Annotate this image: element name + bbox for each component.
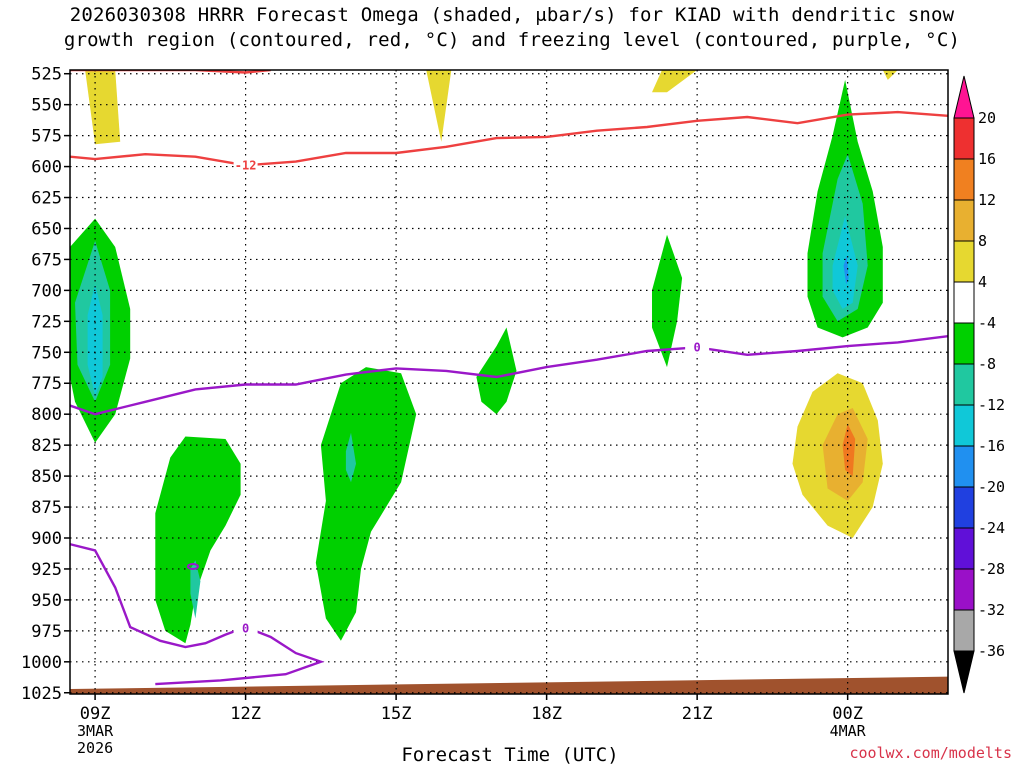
omega-shade-green-9 (315, 367, 417, 641)
x-tick-sublabel-2026: 2026 (77, 739, 113, 757)
colorbar-segment-9 (953, 445, 975, 488)
y-tick-label-675: 675 (31, 250, 62, 270)
y-tick-label-950: 950 (31, 591, 62, 611)
freezing-contour-small-loop (186, 562, 199, 570)
y-tick-label-800: 800 (31, 405, 62, 425)
dgz-contour-label-bg (233, 157, 258, 172)
y-tick-label-1025: 1025 (21, 684, 62, 704)
omega-shade-teal-10 (345, 432, 356, 483)
dgz-contour--12 (70, 110, 948, 167)
colorbar-label-4: 4 (978, 273, 987, 291)
ground-surface (70, 676, 948, 694)
x-axis-label: Forecast Time (UTC) (401, 744, 619, 766)
y-tick-label-975: 975 (31, 622, 62, 642)
y-tick-label-625: 625 (31, 189, 62, 209)
dgz-contour-label: -12 (235, 158, 257, 172)
colorbar-segment-2 (953, 158, 975, 201)
y-tick-label-825: 825 (31, 436, 62, 456)
x-tick-sublabel-3MAR: 3MAR (77, 722, 114, 740)
y-tick-label-925: 925 (31, 560, 62, 580)
colorbar-label--32: -32 (978, 601, 1005, 619)
omega-shade-yellow-1 (426, 70, 452, 142)
freezing-level-label-bg (685, 339, 710, 354)
colorbar-label--12: -12 (978, 396, 1005, 414)
colorbar-segment-6 (953, 322, 975, 365)
colorbar-segment-10 (953, 486, 975, 529)
colorbar-segment-1 (953, 117, 975, 160)
freezing-level-contour (70, 335, 948, 416)
omega-shade-green-12 (652, 234, 683, 368)
freezing-level-contour-low (70, 542, 325, 686)
omega-shade-cyan-6 (87, 284, 103, 396)
colorbar-segment-8 (953, 404, 975, 447)
freezing-level-label: 0 (694, 340, 701, 354)
chart-title-line1: 2026030308 HRRR Forecast Omega (shaded, … (69, 4, 955, 26)
colorbar-segment-4 (953, 240, 975, 283)
plot-frame (69, 69, 949, 695)
y-tick-label-775: 775 (31, 374, 62, 394)
omega-shade-yellow-2 (652, 70, 698, 93)
colorbar-label--16: -16 (978, 437, 1005, 455)
colorbar-label--24: -24 (978, 519, 1005, 537)
x-tick-label-18Z: 18Z (531, 704, 562, 724)
colorbar-segment-11 (953, 527, 975, 570)
colorbar-segment-7 (953, 363, 975, 406)
colorbar-segment-12 (953, 568, 975, 611)
credit-link[interactable]: coolwx.com/modelts (849, 744, 1012, 762)
colorbar-label--4: -4 (978, 314, 996, 332)
y-tick-label-850: 850 (31, 467, 62, 487)
colorbar-segment-13 (953, 609, 975, 652)
colorbar-label-8: 8 (978, 232, 987, 250)
omega-shade-yellow-0 (85, 70, 121, 145)
y-tick-label-525: 525 (31, 65, 62, 85)
colorbar-label--8: -8 (978, 355, 996, 373)
x-tick-label-15Z: 15Z (381, 704, 412, 724)
colorbar-segment-5 (953, 281, 975, 324)
y-tick-label-650: 650 (31, 219, 62, 239)
x-tick-label-12Z: 12Z (230, 704, 261, 724)
colorbar-top-triangle (953, 75, 975, 119)
omega-shade-teal-8 (190, 560, 201, 619)
freezing-level-label-low-bg (233, 620, 258, 635)
x-tick-sublabel-4MAR: 4MAR (830, 722, 867, 740)
omega-shade-lightblue-16 (843, 255, 849, 285)
colorbar-label-20: 20 (978, 109, 996, 127)
freezing-level-label-low: 0 (242, 621, 249, 635)
x-tick-label-21Z: 21Z (682, 704, 713, 724)
colorbar-bottom-triangle (953, 650, 975, 694)
y-tick-label-700: 700 (31, 281, 62, 301)
y-tick-label-875: 875 (31, 498, 62, 518)
plot-area: -12 0 0 (70, 70, 948, 694)
y-tick-label-725: 725 (31, 312, 62, 332)
x-tick-label-00Z: 00Z (832, 704, 863, 724)
colorbar-label--36: -36 (978, 642, 1005, 660)
y-tick-label-900: 900 (31, 529, 62, 549)
colorbar-segment-3 (953, 199, 975, 242)
omega-shade-green-7 (155, 436, 241, 644)
colorbar-label-16: 16 (978, 150, 996, 168)
chart-title-line2: growth region (contoured, red, °C) and f… (63, 29, 961, 51)
x-tick-label-09Z: 09Z (80, 704, 111, 724)
omega-shade-yellow-3 (882, 70, 898, 80)
colorbar-label--28: -28 (978, 560, 1005, 578)
colorbar-label--20: -20 (978, 478, 1005, 496)
y-tick-label-1000: 1000 (21, 653, 62, 673)
y-tick-label-600: 600 (31, 158, 62, 178)
omega-shade-green-11 (476, 327, 517, 415)
omega-shade-orange-19 (842, 424, 856, 477)
colorbar-label-12: 12 (978, 191, 996, 209)
dgz-contour-top (70, 70, 271, 74)
y-tick-label-750: 750 (31, 343, 62, 363)
y-tick-label-575: 575 (31, 127, 62, 147)
y-tick-label-550: 550 (31, 96, 62, 116)
